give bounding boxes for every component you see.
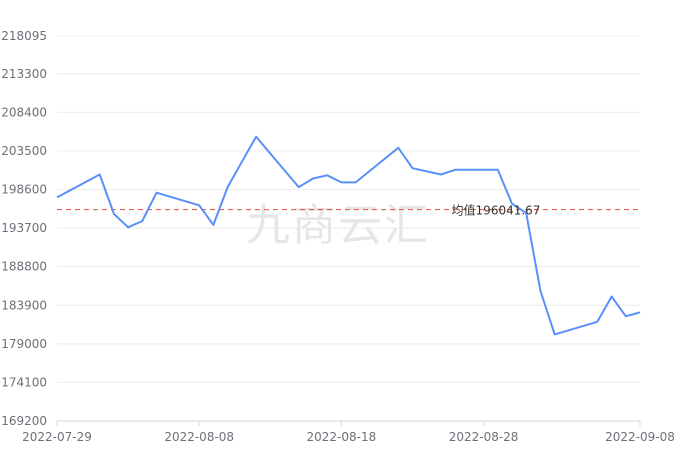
x-axis-labels: 2022-07-29 2022-08-08 2022-08-18 2022-08-28… <box>22 421 675 444</box>
average-label: 均值196041.67 <box>452 203 541 218</box>
data-point <box>639 311 641 313</box>
x-tick-label: 2022-09-08 <box>605 430 675 444</box>
x-tick-label: 2022-08-28 <box>449 430 519 444</box>
data-point <box>99 174 101 176</box>
x-tick-label: 2022-07-29 <box>22 430 92 444</box>
data-point <box>611 296 613 298</box>
data-point <box>156 192 158 194</box>
y-tick-label: 179000 <box>1 337 47 351</box>
x-tick-label: 2022-08-18 <box>307 430 377 444</box>
y-tick-label: 174100 <box>1 375 47 389</box>
data-point <box>411 167 413 169</box>
data-point <box>127 226 129 228</box>
data-point <box>312 177 314 179</box>
y-tick-label: 188800 <box>1 260 47 274</box>
data-point <box>326 174 328 176</box>
y-axis-labels: 169200 174100 179000 183900 188800 193700 1986… <box>1 29 47 428</box>
data-point <box>255 136 257 138</box>
data-point <box>397 147 399 149</box>
y-tick-label: 193700 <box>1 221 47 235</box>
y-tick-label: 203500 <box>1 144 47 158</box>
data-point <box>198 204 200 206</box>
y-tick-label: 198600 <box>1 183 47 197</box>
data-point <box>227 186 229 188</box>
data-point <box>56 196 58 198</box>
series-line <box>56 135 641 336</box>
y-tick-label: 183900 <box>1 298 47 312</box>
data-point <box>554 333 556 335</box>
y-tick-label: 169200 <box>1 414 47 428</box>
data-point <box>141 220 143 222</box>
data-point <box>454 169 456 171</box>
data-point <box>497 169 499 171</box>
data-point <box>355 181 357 183</box>
y-tick-label: 213300 <box>1 67 47 81</box>
y-tick-label: 208400 <box>1 105 47 119</box>
y-tick-label: 218095 <box>1 29 47 43</box>
x-tick-label: 2022-08-08 <box>164 430 234 444</box>
grid-lines <box>57 35 640 383</box>
data-point <box>340 181 342 183</box>
data-point <box>298 186 300 188</box>
data-point <box>440 174 442 176</box>
data-point <box>596 321 598 323</box>
data-point <box>212 224 214 226</box>
data-point <box>113 213 115 215</box>
data-point <box>625 315 627 317</box>
data-point <box>539 290 541 292</box>
watermark-text: 九商云汇 <box>246 200 430 251</box>
